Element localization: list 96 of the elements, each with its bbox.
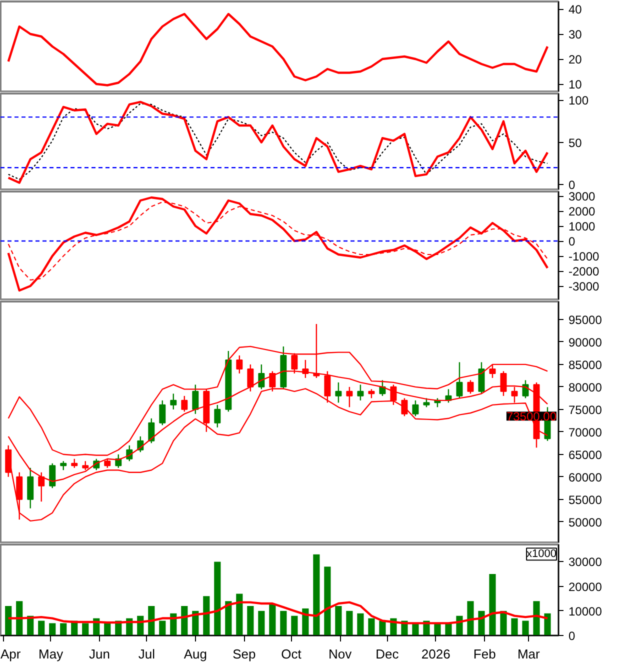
candlestick bbox=[236, 354, 243, 374]
bar bbox=[533, 601, 540, 636]
candlestick bbox=[489, 364, 496, 379]
y-tick-label: 0 bbox=[568, 178, 576, 192]
bar bbox=[60, 623, 67, 636]
bar bbox=[16, 601, 23, 636]
candlestick bbox=[412, 400, 419, 417]
bar bbox=[38, 620, 45, 636]
candlestick bbox=[159, 400, 166, 426]
candlestick bbox=[467, 380, 474, 394]
y-tick-label: 55000 bbox=[568, 492, 602, 507]
bar bbox=[478, 610, 485, 636]
bar bbox=[368, 618, 375, 636]
bar bbox=[500, 610, 507, 636]
bar bbox=[324, 566, 331, 636]
y-tick-label: -1000 bbox=[568, 250, 600, 264]
x-tick-label: Mar bbox=[517, 646, 540, 662]
bar bbox=[214, 562, 221, 636]
y-tick-label: 100 bbox=[568, 94, 589, 108]
candlestick bbox=[478, 362, 485, 394]
candlestick bbox=[335, 382, 342, 404]
x-tick-label: Aug bbox=[184, 646, 207, 662]
bar bbox=[335, 606, 342, 636]
candlestick bbox=[192, 384, 199, 415]
bar bbox=[159, 620, 166, 636]
x-tick-label: Jul bbox=[138, 646, 156, 662]
y-tick-label: -3000 bbox=[568, 280, 600, 294]
line-series bbox=[7, 12, 549, 86]
candlestick bbox=[148, 418, 155, 444]
bar bbox=[5, 606, 12, 636]
candlestick bbox=[27, 467, 34, 509]
x-tick-label: Feb bbox=[473, 646, 496, 662]
y-tick-label: 0 bbox=[568, 234, 576, 248]
candlestick bbox=[214, 404, 221, 428]
y-tick-label: 3000 bbox=[568, 190, 596, 204]
y-tick-label: 10000 bbox=[568, 604, 602, 618]
y-tick-label: 30000 bbox=[568, 555, 602, 570]
candlestick bbox=[346, 386, 353, 408]
bar bbox=[49, 623, 56, 636]
y-tick-label: 10 bbox=[568, 78, 582, 92]
y-tick-label: 50 bbox=[568, 136, 582, 150]
annotation: 73500.00 bbox=[506, 410, 557, 424]
bar bbox=[379, 620, 386, 636]
x-tick-label: Apr bbox=[0, 646, 22, 662]
y-tick-label: 95000 bbox=[568, 312, 602, 327]
y-tick-label: 0 bbox=[568, 629, 576, 643]
candlestick bbox=[456, 362, 463, 399]
x-tick-label: Oct bbox=[281, 646, 302, 662]
bar bbox=[357, 613, 364, 636]
bar bbox=[346, 610, 353, 636]
bar bbox=[313, 554, 320, 636]
y-tick-label: 90000 bbox=[568, 335, 602, 350]
y-tick-label: 80000 bbox=[568, 380, 602, 394]
bar bbox=[544, 613, 551, 636]
y-tick-label: 85000 bbox=[568, 358, 602, 372]
candlestick bbox=[181, 395, 188, 412]
bar bbox=[280, 610, 287, 636]
bar bbox=[247, 606, 254, 636]
line-series bbox=[7, 196, 549, 292]
y-tick-label: 1000 bbox=[568, 220, 596, 234]
x-tick-label: Sep bbox=[232, 646, 256, 662]
bar bbox=[269, 604, 276, 636]
bar bbox=[203, 596, 210, 636]
y-tick-label: 70000 bbox=[568, 425, 602, 440]
x-tick-label: Dec bbox=[376, 646, 400, 662]
y-tick-label: 75000 bbox=[568, 402, 602, 417]
candlestick bbox=[170, 393, 177, 410]
y-tick-label: 65000 bbox=[568, 448, 602, 462]
bar bbox=[467, 601, 474, 636]
y-tick-label: 2000 bbox=[568, 204, 596, 218]
x-tick-label: Jun bbox=[89, 646, 110, 662]
bar bbox=[522, 620, 529, 636]
y-tick-label: 30 bbox=[568, 28, 582, 42]
annotation: x1000 bbox=[526, 548, 557, 560]
y-tick-label: 60000 bbox=[568, 470, 602, 484]
candlestick bbox=[357, 384, 364, 402]
x-tick-label: Nov bbox=[328, 646, 352, 662]
bar bbox=[489, 574, 496, 636]
bar bbox=[511, 618, 518, 636]
y-tick-label: 50000 bbox=[568, 515, 602, 530]
candlestick bbox=[49, 462, 56, 489]
y-tick-label: -2000 bbox=[568, 264, 600, 278]
candlestick bbox=[258, 364, 265, 390]
line-series bbox=[7, 601, 549, 624]
y-tick-label: 20000 bbox=[568, 580, 602, 594]
candlestick bbox=[522, 380, 529, 399]
bar bbox=[82, 623, 89, 636]
x-tick-label: May bbox=[38, 646, 64, 662]
bar bbox=[236, 594, 243, 636]
y-tick-label: 40 bbox=[568, 2, 582, 16]
bar bbox=[258, 610, 265, 636]
y-tick-label: 20 bbox=[568, 52, 582, 66]
x-tick-label: 2026 bbox=[421, 646, 450, 662]
bar bbox=[225, 601, 232, 636]
bar bbox=[104, 623, 111, 636]
bar bbox=[291, 616, 298, 636]
